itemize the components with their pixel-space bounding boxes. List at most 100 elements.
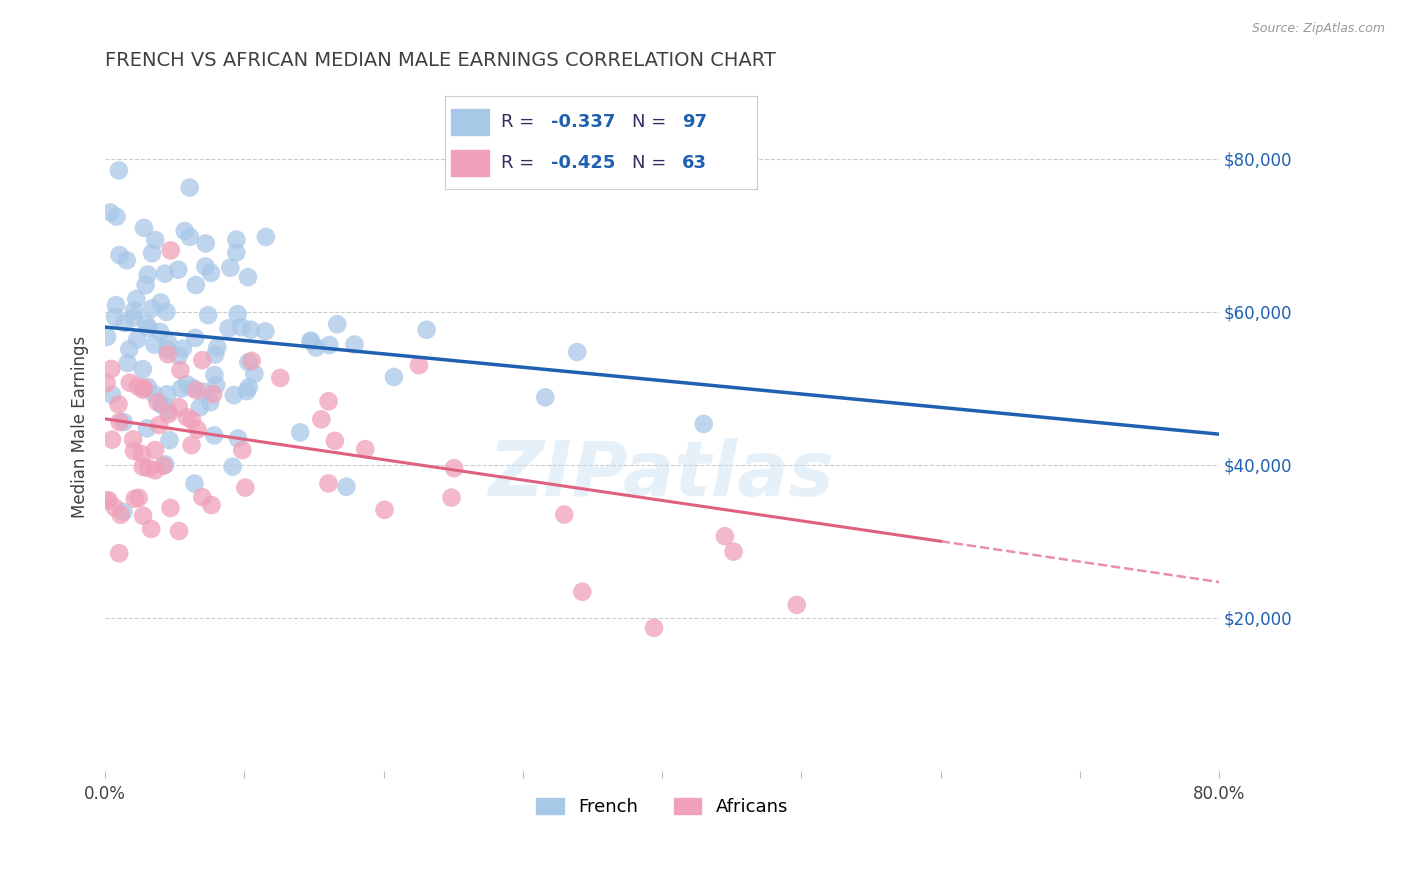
Point bbox=[443, 461, 465, 475]
Point bbox=[236, 270, 259, 285]
Point bbox=[299, 334, 322, 349]
Point bbox=[155, 458, 177, 472]
Point bbox=[108, 546, 131, 560]
Point bbox=[176, 377, 198, 392]
Point bbox=[643, 621, 665, 635]
Point bbox=[354, 442, 377, 457]
Point bbox=[138, 321, 160, 335]
Point bbox=[254, 324, 277, 338]
Point bbox=[156, 387, 179, 401]
Point bbox=[318, 394, 340, 409]
Point bbox=[159, 433, 181, 447]
Point bbox=[343, 337, 366, 351]
Point bbox=[200, 395, 222, 409]
Point bbox=[170, 382, 193, 396]
Point bbox=[534, 390, 557, 404]
Point bbox=[172, 342, 194, 356]
Point bbox=[153, 267, 176, 281]
Point bbox=[179, 180, 201, 194]
Point bbox=[156, 335, 179, 350]
Point bbox=[225, 233, 247, 247]
Point bbox=[197, 308, 219, 322]
Point bbox=[143, 387, 166, 401]
Point bbox=[187, 423, 209, 437]
Point bbox=[149, 295, 172, 310]
Point bbox=[200, 498, 222, 512]
Point bbox=[108, 248, 131, 262]
Point bbox=[96, 330, 118, 344]
Point bbox=[723, 544, 745, 558]
Point bbox=[714, 529, 737, 543]
Point bbox=[96, 493, 118, 508]
Point bbox=[136, 268, 159, 282]
Point bbox=[169, 363, 191, 377]
Point bbox=[100, 362, 122, 376]
Point bbox=[204, 347, 226, 361]
Point bbox=[194, 236, 217, 251]
Point bbox=[191, 490, 214, 504]
Point bbox=[141, 246, 163, 260]
Point bbox=[150, 397, 173, 411]
Point bbox=[184, 331, 207, 345]
Point bbox=[125, 292, 148, 306]
Point bbox=[181, 381, 204, 395]
Point bbox=[692, 417, 714, 431]
Point bbox=[98, 205, 121, 219]
Point bbox=[226, 432, 249, 446]
Point bbox=[143, 337, 166, 351]
Point bbox=[318, 338, 340, 352]
Point bbox=[408, 358, 430, 372]
Point bbox=[240, 354, 263, 368]
Point bbox=[571, 584, 593, 599]
Point bbox=[373, 503, 395, 517]
Point bbox=[415, 323, 437, 337]
Legend: French, Africans: French, Africans bbox=[529, 791, 794, 823]
Text: Source: ZipAtlas.com: Source: ZipAtlas.com bbox=[1251, 22, 1385, 36]
Point bbox=[101, 433, 124, 447]
Point bbox=[231, 320, 253, 334]
Text: FRENCH VS AFRICAN MEDIAN MALE EARNINGS CORRELATION CHART: FRENCH VS AFRICAN MEDIAN MALE EARNINGS C… bbox=[105, 51, 776, 70]
Point bbox=[222, 388, 245, 402]
Point bbox=[311, 412, 333, 426]
Point bbox=[135, 278, 157, 293]
Point bbox=[553, 508, 575, 522]
Point bbox=[188, 401, 211, 415]
Point bbox=[202, 428, 225, 442]
Point bbox=[156, 343, 179, 357]
Point bbox=[118, 343, 141, 357]
Point bbox=[238, 380, 260, 394]
Point bbox=[112, 505, 135, 519]
Point bbox=[202, 387, 225, 401]
Point bbox=[167, 262, 190, 277]
Point bbox=[148, 418, 170, 433]
Point bbox=[167, 401, 190, 415]
Point bbox=[156, 347, 179, 361]
Point bbox=[238, 355, 260, 369]
Point bbox=[115, 253, 138, 268]
Point bbox=[117, 356, 139, 370]
Point bbox=[226, 307, 249, 321]
Point bbox=[127, 379, 149, 393]
Point bbox=[104, 298, 127, 312]
Text: ZIPatlas: ZIPatlas bbox=[489, 438, 835, 512]
Point bbox=[179, 230, 201, 244]
Point bbox=[107, 397, 129, 411]
Point bbox=[132, 459, 155, 474]
Point bbox=[114, 316, 136, 330]
Point bbox=[122, 433, 145, 447]
Point bbox=[159, 500, 181, 515]
Point bbox=[173, 224, 195, 238]
Point bbox=[135, 316, 157, 330]
Point bbox=[141, 522, 163, 536]
Point bbox=[233, 481, 256, 495]
Point bbox=[96, 376, 118, 390]
Point bbox=[231, 443, 253, 458]
Point bbox=[124, 491, 146, 506]
Point bbox=[97, 493, 120, 508]
Point bbox=[132, 362, 155, 376]
Point bbox=[108, 415, 131, 429]
Point bbox=[150, 398, 173, 412]
Point bbox=[299, 334, 322, 348]
Point bbox=[200, 266, 222, 280]
Point bbox=[221, 459, 243, 474]
